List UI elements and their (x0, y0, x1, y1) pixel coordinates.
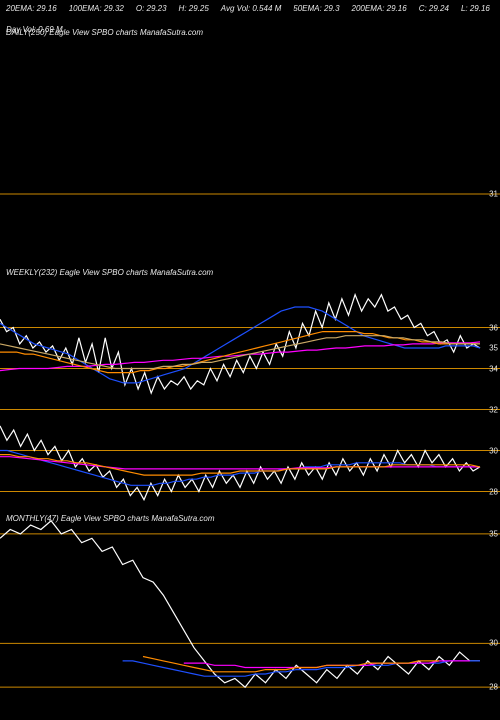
header-stat: 200EMA: 29.16 (352, 4, 407, 13)
axis-label: 35 (489, 529, 498, 538)
header-stat: O: 29.23 (136, 4, 167, 13)
header-stat: 50EMA: 29.3 (293, 4, 339, 13)
header-stat: C: 29.24 (419, 4, 449, 13)
header-stat: 20EMA: 29.16 (6, 4, 57, 13)
chart-svg (0, 266, 500, 512)
axis-label: 32 (489, 405, 498, 414)
panel-title: WEEKLY(232) Eagle View SPBO charts Manaf… (6, 268, 213, 277)
series-line (184, 661, 470, 668)
series-line (0, 521, 480, 687)
header-stat: H: 29.25 (179, 4, 209, 13)
panel-title: DAILY(250) Eagle View SPBO charts Manafa… (6, 28, 203, 37)
chart-panel-daily: DAILY(250) Eagle View SPBO charts Manafa… (0, 26, 500, 266)
header-stat: Avg Vol: 0.544 M (221, 4, 281, 13)
axis-label: 35 (489, 344, 498, 353)
panel-title: MONTHLY(47) Eagle View SPBO charts Manaf… (6, 514, 215, 523)
chart-panel-monthly: MONTHLY(47) Eagle View SPBO charts Manaf… (0, 512, 500, 720)
axis-label: 31 (489, 190, 498, 199)
header-stat: L: 29.16 (461, 4, 490, 13)
axis-label: 30 (489, 446, 498, 455)
chart-svg (0, 26, 500, 266)
axis-label: 34 (489, 364, 498, 373)
chart-svg (0, 512, 500, 720)
header-stat: 100EMA: 29.32 (69, 4, 124, 13)
axis-label: 28 (489, 487, 498, 496)
chart-panel-weekly: WEEKLY(232) Eagle View SPBO charts Manaf… (0, 266, 500, 512)
axis-label: 30 (489, 639, 498, 648)
axis-label: 36 (489, 323, 498, 332)
series-line (0, 451, 480, 486)
axis-label: 28 (489, 683, 498, 692)
